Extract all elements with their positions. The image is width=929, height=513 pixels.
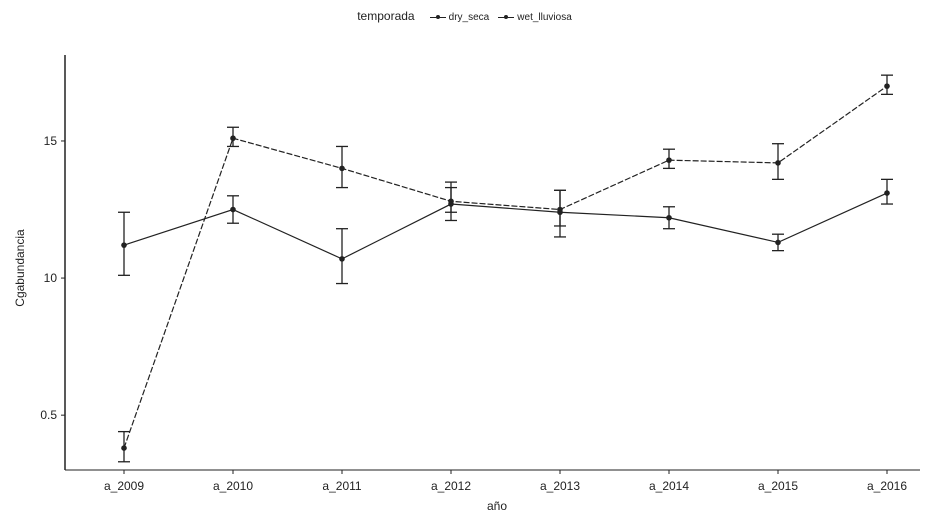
- data-point: [448, 198, 454, 205]
- y-tick-label: 15: [44, 134, 58, 148]
- data-point: [339, 256, 345, 262]
- legend-item-dry: dry_seca: [429, 12, 490, 23]
- legend-label-wet: wet_lluviosa: [517, 12, 572, 23]
- series-line-wet_lluviosa: [123, 85, 888, 449]
- data-point: [230, 206, 236, 213]
- data-point: [884, 83, 890, 89]
- data-point: [230, 135, 236, 142]
- x-tick-label: a_2016: [867, 479, 907, 493]
- x-tick-label: a_2009: [104, 479, 144, 493]
- y-tick-label: 0.5: [40, 408, 57, 422]
- data-point: [557, 206, 563, 213]
- legend-title: temporada: [357, 9, 415, 23]
- legend-item-wet: wet_lluviosa: [498, 12, 572, 23]
- plot-area: 0.5 10 15 a_2009 a_2010 a_2011 a_2012 a_2013 a_2…: [40, 55, 920, 493]
- data-point: [666, 157, 672, 163]
- x-tick-label: a_2012: [431, 479, 471, 493]
- x-tick-label: a_2015: [758, 479, 798, 493]
- data-point: [666, 214, 672, 221]
- data-point: [775, 160, 781, 166]
- series-line-dry_seca: [123, 192, 888, 260]
- legend-swatch-dry: [429, 14, 446, 19]
- x-tick-label: a_2011: [322, 479, 361, 493]
- legend-swatch-wet: [498, 14, 515, 19]
- y-axis-title: Cgabundancia: [13, 229, 27, 307]
- x-tick-label: a_2013: [540, 479, 580, 493]
- data-point: [121, 242, 127, 248]
- data-point: [884, 190, 890, 196]
- data-point: [339, 165, 345, 172]
- y-tick-label: 10: [44, 271, 58, 285]
- x-tick-label: a_2014: [649, 479, 689, 493]
- data-point: [121, 445, 127, 451]
- x-axis-title: año: [487, 499, 507, 513]
- legend-label-dry: dry_seca: [448, 12, 490, 23]
- x-tick-label: a_2010: [213, 479, 253, 493]
- data-point: [775, 239, 781, 246]
- legend: temporada dry_seca wet_lluviosa: [0, 9, 929, 23]
